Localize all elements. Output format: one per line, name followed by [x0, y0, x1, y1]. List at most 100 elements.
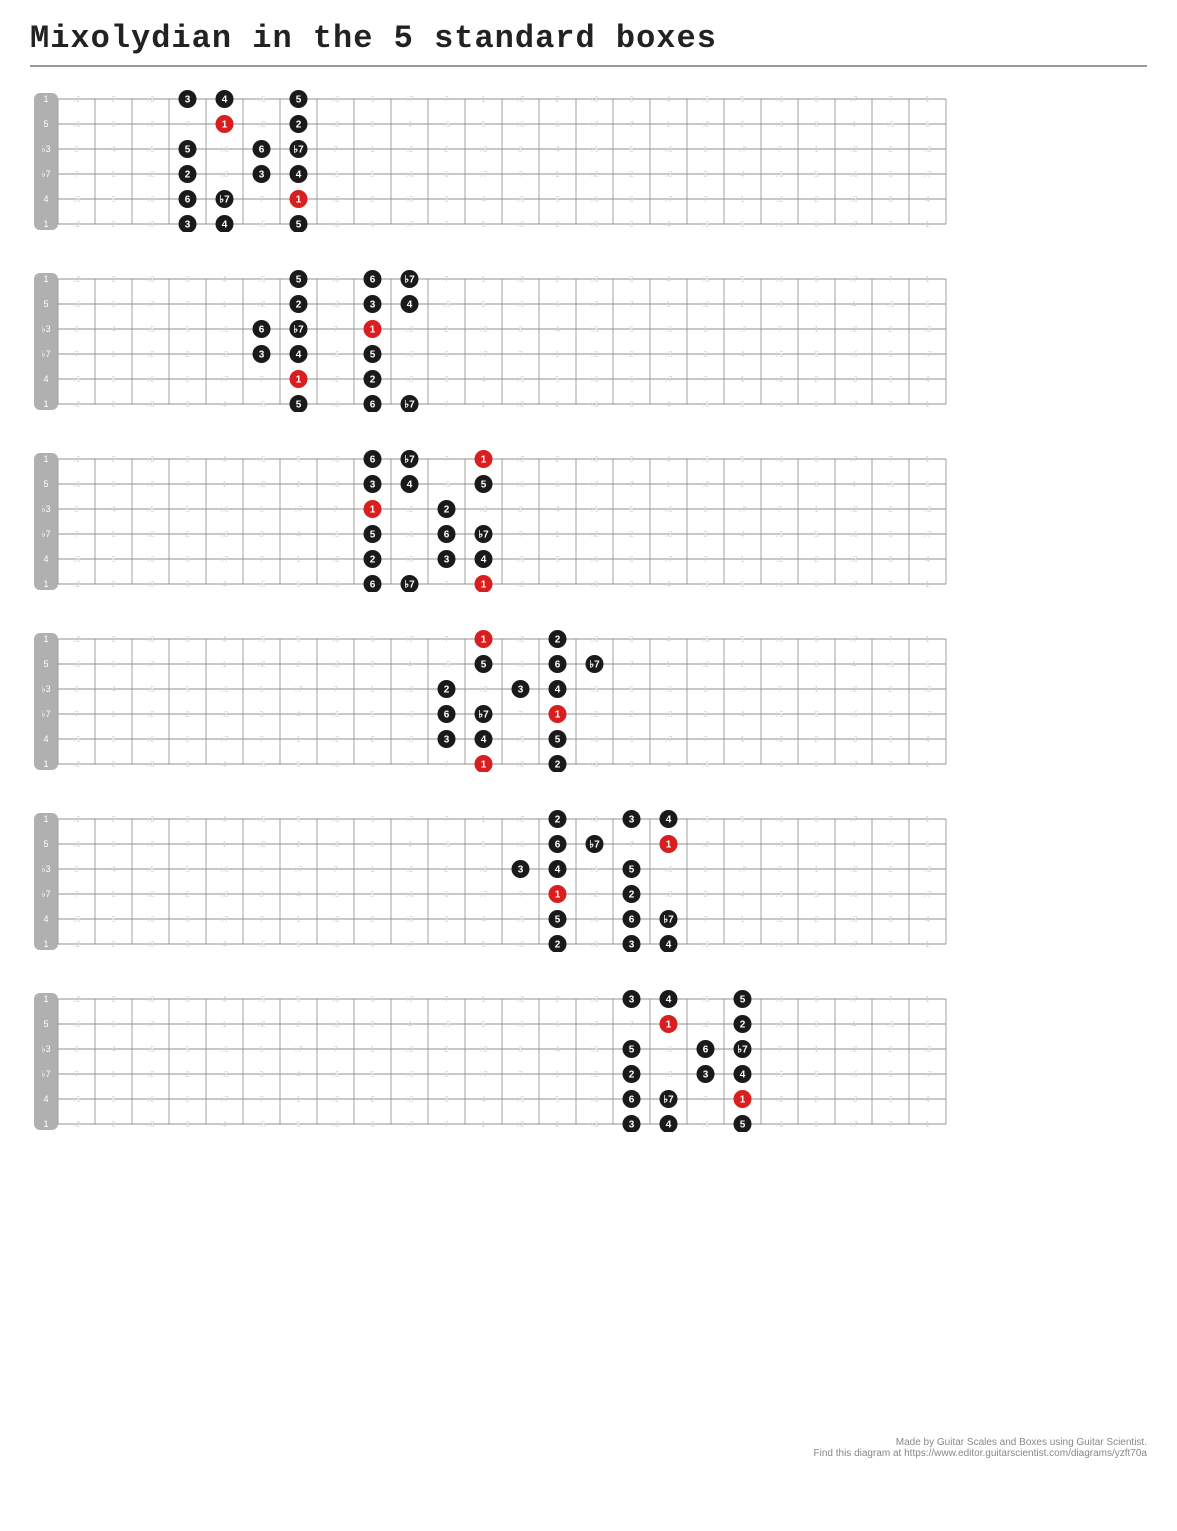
svg-text:7: 7 [185, 480, 190, 489]
svg-text:♭6: ♭6 [775, 455, 784, 464]
svg-text:♭5: ♭5 [72, 1095, 81, 1104]
svg-text:4: 4 [222, 995, 227, 1004]
svg-text:♭6: ♭6 [220, 1045, 229, 1054]
svg-text:6: 6 [259, 1045, 264, 1054]
svg-text:♭7: ♭7 [849, 995, 858, 1004]
svg-text:5: 5 [481, 120, 486, 129]
svg-text:1: 1 [296, 555, 301, 564]
svg-text:♭6: ♭6 [664, 865, 673, 874]
svg-text:♭3: ♭3 [923, 145, 932, 154]
svg-text:1: 1 [370, 145, 375, 154]
svg-text:♭6: ♭6 [664, 325, 673, 334]
svg-text:2: 2 [444, 685, 450, 696]
svg-text:5: 5 [555, 555, 560, 564]
svg-text:1: 1 [481, 995, 486, 1004]
svg-text:4: 4 [851, 1020, 856, 1029]
svg-text:♭3: ♭3 [405, 735, 414, 744]
svg-text:♭7: ♭7 [405, 995, 414, 1004]
svg-text:5: 5 [296, 455, 301, 464]
svg-text:7: 7 [888, 940, 893, 949]
svg-text:♭7: ♭7 [404, 455, 415, 466]
svg-text:6: 6 [259, 505, 264, 514]
svg-text:♭2: ♭2 [72, 455, 81, 464]
svg-text:5: 5 [370, 350, 376, 361]
svg-text:♭7: ♭7 [220, 555, 229, 564]
svg-text:♭5: ♭5 [701, 815, 710, 824]
svg-text:5: 5 [111, 735, 116, 744]
svg-text:♭2: ♭2 [331, 735, 340, 744]
svg-text:4: 4 [925, 915, 930, 924]
svg-text:6: 6 [555, 480, 560, 489]
svg-text:5: 5 [43, 659, 48, 669]
svg-text:4: 4 [925, 555, 930, 564]
svg-text:2: 2 [629, 1070, 635, 1081]
svg-text:♭3: ♭3 [479, 865, 488, 874]
svg-text:4: 4 [666, 580, 671, 589]
svg-text:7: 7 [444, 635, 449, 644]
svg-text:6: 6 [370, 455, 376, 466]
svg-text:♭3: ♭3 [331, 120, 340, 129]
svg-text:♭3: ♭3 [479, 145, 488, 154]
svg-text:♭5: ♭5 [590, 505, 599, 514]
svg-text:5: 5 [629, 1045, 635, 1056]
svg-text:♭7: ♭7 [220, 375, 229, 384]
svg-text:7: 7 [185, 1020, 190, 1029]
svg-text:7: 7 [703, 1095, 708, 1104]
svg-text:♭7: ♭7 [923, 1070, 932, 1079]
svg-text:4: 4 [407, 1020, 412, 1029]
svg-text:3: 3 [370, 120, 375, 129]
svg-text:5: 5 [111, 375, 116, 384]
svg-text:2: 2 [555, 940, 561, 951]
svg-text:♭5: ♭5 [516, 915, 525, 924]
svg-text:4: 4 [481, 1095, 486, 1104]
svg-text:5: 5 [740, 220, 745, 229]
svg-text:3: 3 [370, 480, 376, 491]
svg-text:5: 5 [296, 760, 301, 769]
svg-text:♭6: ♭6 [146, 195, 155, 204]
svg-text:♭2: ♭2 [72, 760, 81, 769]
svg-text:2: 2 [629, 710, 634, 719]
svg-text:♭6: ♭6 [775, 760, 784, 769]
svg-text:♭3: ♭3 [146, 275, 155, 284]
svg-text:♭7: ♭7 [41, 889, 50, 899]
svg-text:3: 3 [74, 865, 79, 874]
svg-text:♭6: ♭6 [516, 1020, 525, 1029]
svg-text:3: 3 [629, 940, 635, 951]
svg-text:4: 4 [296, 350, 302, 361]
svg-text:♭3: ♭3 [405, 1095, 414, 1104]
svg-text:3: 3 [185, 1120, 190, 1129]
svg-text:♭6: ♭6 [775, 815, 784, 824]
svg-text:6: 6 [185, 915, 190, 924]
svg-text:3: 3 [629, 400, 634, 409]
svg-text:5: 5 [296, 220, 302, 231]
svg-text:5: 5 [185, 145, 191, 156]
svg-text:♭3: ♭3 [41, 1044, 50, 1054]
svg-text:7: 7 [74, 350, 79, 359]
fretboard-diagram: 15♭3♭741♭22♭334♭55♭66♭771♭22♭334♭55♭66♭7… [30, 267, 955, 412]
svg-text:3: 3 [888, 735, 893, 744]
svg-text:♭7: ♭7 [479, 890, 488, 899]
svg-text:5: 5 [740, 815, 745, 824]
svg-text:2: 2 [555, 455, 560, 464]
svg-text:6: 6 [629, 735, 634, 744]
svg-text:♭2: ♭2 [72, 400, 81, 409]
svg-text:7: 7 [333, 145, 338, 154]
svg-text:1: 1 [111, 1070, 116, 1079]
svg-text:♭5: ♭5 [886, 840, 895, 849]
svg-text:1: 1 [925, 220, 930, 229]
svg-text:4: 4 [666, 635, 671, 644]
svg-text:♭5: ♭5 [331, 350, 340, 359]
svg-text:♭2: ♭2 [331, 195, 340, 204]
svg-text:♭5: ♭5 [257, 760, 266, 769]
diagram-wrapper: 15♭3♭741♭22♭334♭55♭66♭771♭22♭334♭55♭66♭7… [30, 987, 1147, 1137]
svg-text:♭7: ♭7 [479, 1070, 488, 1079]
svg-text:1: 1 [925, 940, 930, 949]
svg-text:7: 7 [444, 580, 449, 589]
svg-text:2: 2 [444, 325, 449, 334]
svg-text:6: 6 [259, 865, 264, 874]
svg-text:5: 5 [481, 660, 487, 671]
svg-text:2: 2 [740, 300, 745, 309]
svg-text:♭5: ♭5 [72, 915, 81, 924]
svg-text:♭5: ♭5 [701, 995, 710, 1004]
svg-text:6: 6 [703, 325, 708, 334]
